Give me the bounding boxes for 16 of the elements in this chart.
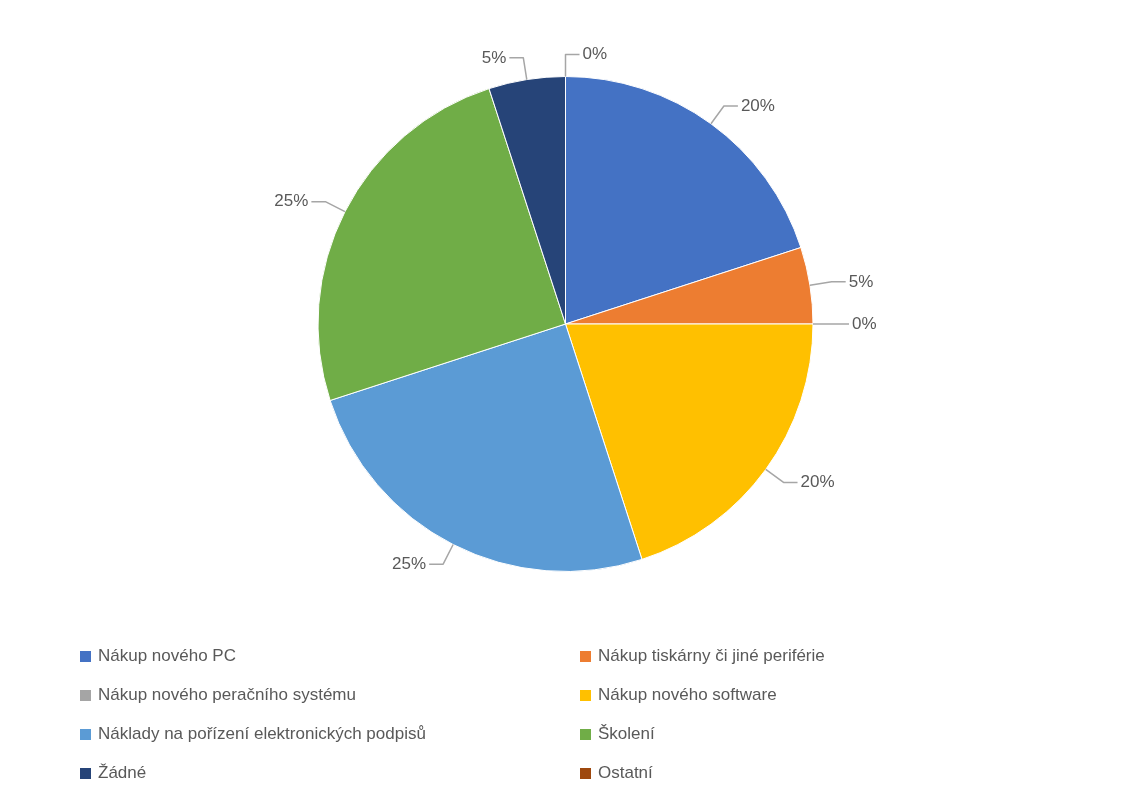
legend-label: Školení xyxy=(598,724,655,744)
data-label: 20% xyxy=(740,95,775,115)
legend-label: Nákup tiskárny či jiné periférie xyxy=(598,646,825,666)
legend-label: Žádné xyxy=(98,763,147,783)
legend-label: Nákup nového PC xyxy=(98,646,236,666)
data-label: 20% xyxy=(800,472,835,492)
data-label: 5% xyxy=(481,47,507,67)
text: 0% xyxy=(582,44,608,64)
data-label: 25% xyxy=(274,191,309,211)
data-label: 5% xyxy=(848,271,874,291)
data-label: 25% xyxy=(392,553,427,573)
text: 0% xyxy=(852,313,877,333)
legend-label: Náklady na pořízení elektronických podpisů xyxy=(98,724,426,744)
legend-label: Ostatní xyxy=(598,763,653,783)
legend-label: Nákup nového peračního systému xyxy=(98,685,356,705)
legend-label: Nákup nového software xyxy=(598,685,777,705)
